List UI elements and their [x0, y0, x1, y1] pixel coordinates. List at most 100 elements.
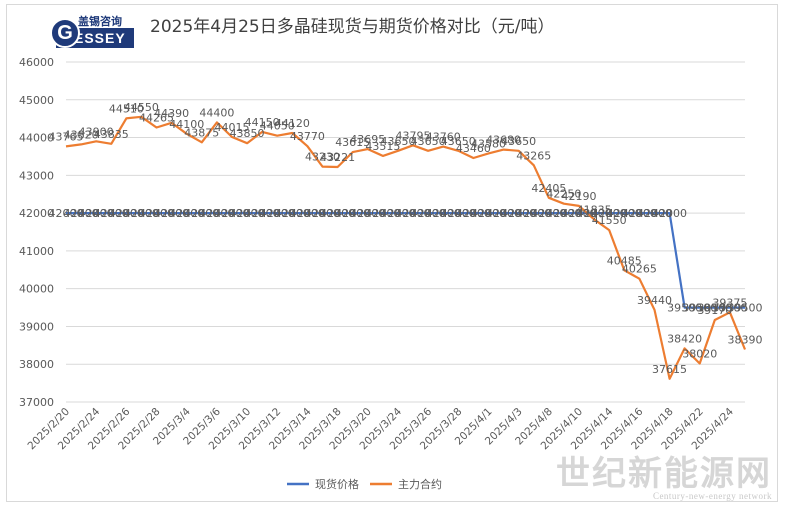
data-label: 43580	[471, 137, 506, 150]
data-label: 42250	[546, 188, 581, 201]
data-label: 39440	[637, 294, 672, 307]
data-label: 43515	[365, 140, 400, 153]
y-tick-label: 42000	[19, 207, 54, 220]
data-label: 43230	[305, 151, 340, 164]
data-label: 44510	[109, 102, 144, 115]
y-tick-label: 43000	[19, 169, 54, 182]
watermark-en: Century-new-energy network	[652, 491, 772, 501]
legend-label: 现货价格	[315, 477, 359, 491]
data-label: 44390	[154, 107, 189, 120]
data-label: 39500	[697, 302, 732, 315]
data-label: 42000	[124, 207, 159, 220]
data-label: 43650	[441, 135, 476, 148]
data-label: 44050	[260, 120, 295, 133]
y-tick-label: 39000	[19, 320, 54, 333]
data-label: 42000	[320, 207, 355, 220]
data-label: 43460	[456, 142, 491, 155]
data-label: 42000	[335, 207, 370, 220]
data-label: 42000	[411, 207, 446, 220]
data-label: 43795	[396, 129, 431, 142]
data-label: 39375	[712, 296, 747, 309]
data-label: 43265	[516, 149, 551, 162]
data-label: 42000	[245, 207, 280, 220]
data-label: 42000	[516, 207, 551, 220]
data-label: 43770	[290, 130, 325, 143]
data-label: 42000	[230, 207, 265, 220]
data-label: 41550	[592, 214, 627, 227]
data-label: 42000	[380, 207, 415, 220]
y-tick-label: 38000	[19, 358, 54, 371]
data-label: 42000	[577, 207, 612, 220]
data-label: 43650	[380, 135, 415, 148]
y-tick-label: 37000	[19, 396, 54, 409]
data-label: 42000	[501, 207, 536, 220]
data-label: 42000	[365, 207, 400, 220]
data-label: 42000	[652, 207, 687, 220]
data-label: 42000	[109, 207, 144, 220]
data-label: 44015	[214, 121, 249, 134]
data-label: 44100	[169, 118, 204, 131]
data-label: 42000	[350, 207, 385, 220]
data-label: 42000	[94, 207, 129, 220]
data-label: 43650	[501, 135, 536, 148]
data-label: 42000	[531, 207, 566, 220]
data-label: 42000	[592, 207, 627, 220]
data-label: 42000	[396, 207, 431, 220]
data-label: 40265	[622, 263, 657, 276]
data-label: 42000	[622, 207, 657, 220]
data-label: 43221	[320, 151, 355, 164]
data-label: 43615	[335, 136, 370, 149]
data-label: 42000	[471, 207, 506, 220]
y-tick-label: 41000	[19, 245, 54, 258]
data-label: 42000	[637, 207, 672, 220]
series-line-1	[65, 115, 747, 380]
data-label: 41835	[577, 203, 612, 216]
data-label: 39500	[728, 302, 763, 315]
data-label: 43850	[230, 127, 265, 140]
data-label: 39500	[667, 302, 702, 315]
series-line-0	[66, 212, 745, 309]
data-label: 43695	[350, 133, 385, 146]
y-tick-label: 45000	[19, 94, 54, 107]
watermark-cn: 世纪新能源网	[556, 454, 772, 494]
data-label: 43835	[94, 128, 129, 141]
data-label: 39500	[712, 302, 747, 315]
data-label: 42000	[275, 207, 310, 220]
data-label: 42000	[305, 207, 340, 220]
chart-frame	[6, 4, 778, 502]
y-tick-label: 44000	[19, 132, 54, 145]
data-label: 44400	[199, 106, 234, 119]
data-label: 42000	[290, 207, 325, 220]
data-label: 42000	[260, 207, 295, 220]
y-tick-label: 46000	[19, 56, 54, 69]
legend-label: 主力合约	[398, 477, 442, 491]
y-tick-label: 40000	[19, 283, 54, 296]
data-label: 38020	[682, 347, 717, 360]
data-label: 42000	[139, 207, 174, 220]
data-label: 44265	[139, 112, 174, 125]
data-label: 42000	[546, 207, 581, 220]
data-label: 42000	[214, 207, 249, 220]
data-label: 42000	[199, 207, 234, 220]
data-label: 42000	[441, 207, 476, 220]
data-label: 43875	[184, 126, 219, 139]
data-label: 39500	[682, 302, 717, 315]
data-label: 43900	[79, 125, 114, 138]
watermark: 世纪新能源网 Century-new-energy network	[556, 446, 772, 501]
data-label: 42000	[169, 207, 204, 220]
chart-title: 2025年4月25日多晶硅现货与期货价格对比（元/吨）	[150, 17, 555, 37]
data-label: 40485	[607, 254, 642, 267]
data-label: 43680	[486, 134, 521, 147]
data-label: 37615	[652, 363, 687, 376]
data-label: 42405	[531, 182, 566, 195]
data-label: 43765	[49, 130, 84, 143]
data-label: 43650	[411, 135, 446, 148]
data-label: 39170	[697, 304, 732, 317]
data-label: 42000	[562, 207, 597, 220]
data-label: 42000	[154, 207, 189, 220]
data-label: 43820	[64, 128, 99, 141]
data-label: 44550	[124, 101, 159, 114]
data-label: 38390	[728, 333, 763, 346]
data-label: 42000	[486, 207, 521, 220]
